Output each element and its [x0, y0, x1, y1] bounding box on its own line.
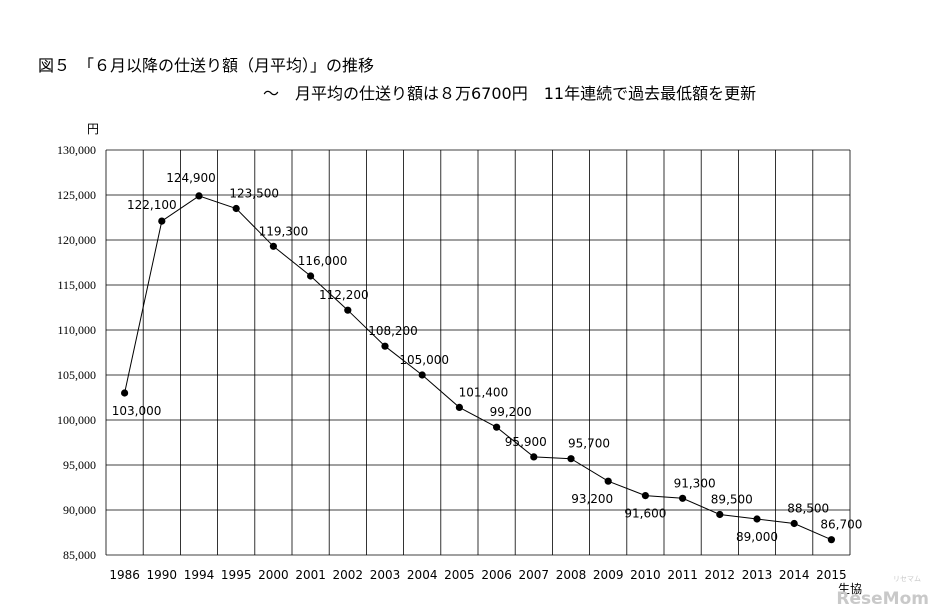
data-point	[195, 192, 203, 200]
data-label: 95,900	[505, 435, 547, 449]
x-tick-label: 2011	[667, 568, 698, 582]
x-tick-label: 1986	[109, 568, 140, 582]
y-tick-label: 125,000	[57, 188, 96, 202]
data-point	[790, 519, 798, 528]
data-label: 116,000	[298, 254, 348, 268]
data-label: 89,000	[736, 530, 778, 544]
data-point	[679, 494, 687, 502]
data-point	[381, 342, 389, 350]
y-tick-label: 110,000	[57, 323, 96, 337]
x-tick-label: 2013	[742, 568, 773, 582]
x-tick-label: 2007	[519, 568, 550, 582]
data-point	[827, 536, 836, 544]
y-tick-label: 90,000	[63, 503, 96, 517]
x-tick-label: 2009	[593, 568, 624, 582]
x-tick-label: 2015	[816, 568, 847, 582]
series-line	[124, 195, 832, 541]
data-point	[232, 204, 240, 213]
data-label: 93,200	[571, 492, 613, 506]
data-label: 91,600	[624, 507, 666, 521]
x-tick-label: 2008	[556, 568, 587, 582]
data-point	[269, 242, 277, 250]
data-label: 124,900	[166, 171, 216, 185]
x-tick-label: 2004	[407, 568, 438, 582]
chart-title: 図５ 「６月以降の仕送り額（月平均）」の推移	[38, 56, 375, 75]
x-tick-label: 2001	[295, 568, 326, 582]
data-label: 112,200	[319, 288, 369, 302]
data-point	[641, 492, 650, 500]
data-label: 88,500	[787, 502, 829, 516]
x-tick-label: 1995	[221, 568, 252, 582]
data-point	[455, 403, 463, 411]
y-tick-label: 120,000	[57, 233, 96, 247]
data-label: 95,700	[568, 437, 610, 451]
x-tick-label: 2006	[481, 568, 512, 582]
source-text: 生協	[838, 581, 862, 596]
x-tick-label: 2014	[779, 568, 810, 582]
x-tick-label: 2005	[444, 568, 475, 582]
data-point	[158, 217, 166, 225]
data-point	[418, 371, 426, 379]
data-point	[121, 389, 129, 397]
x-tick-label: 2010	[630, 568, 661, 582]
data-point	[344, 306, 352, 314]
x-tick-label: 2002	[333, 568, 364, 582]
y-tick-label: 115,000	[57, 278, 96, 292]
x-tick-label: 2000	[258, 568, 289, 582]
y-tick-label: 105,000	[57, 368, 96, 382]
data-label: 122,100	[127, 198, 177, 212]
x-tick-label: 2003	[370, 568, 401, 582]
data-point	[604, 477, 612, 485]
data-point	[530, 453, 538, 461]
data-label: 123,500	[229, 187, 279, 201]
data-label: 101,400	[459, 385, 509, 399]
data-label: 91,300	[674, 476, 716, 490]
data-point	[753, 515, 761, 523]
watermark-small-text: リセマム	[893, 575, 921, 583]
y-tick-label: 95,000	[63, 458, 96, 472]
watermark-logo: ReseMom	[836, 589, 929, 609]
x-tick-label: 1990	[147, 568, 178, 582]
data-point	[716, 510, 724, 519]
data-label: 119,300	[259, 224, 309, 238]
x-tick-label: 1994	[184, 568, 215, 582]
data-point	[567, 455, 575, 463]
y-tick-label: 130,000	[57, 143, 96, 157]
data-label: 89,500	[711, 493, 753, 507]
data-label: 86,700	[820, 518, 862, 532]
y-tick-label: 85,000	[63, 548, 96, 562]
data-label: 103,000	[112, 404, 162, 418]
data-point	[307, 272, 315, 280]
y-axis-unit-label: 円	[87, 122, 99, 136]
y-tick-label: 100,000	[57, 413, 96, 427]
data-point	[493, 423, 501, 431]
data-label: 108,200	[368, 324, 418, 338]
x-tick-label: 2012	[705, 568, 736, 582]
chart-subtitle: ～ 月平均の仕送り額は８万6700円 11年連続で過去最低額を更新	[263, 84, 757, 103]
data-label: 105,000	[399, 353, 449, 367]
data-label: 99,200	[490, 405, 532, 419]
